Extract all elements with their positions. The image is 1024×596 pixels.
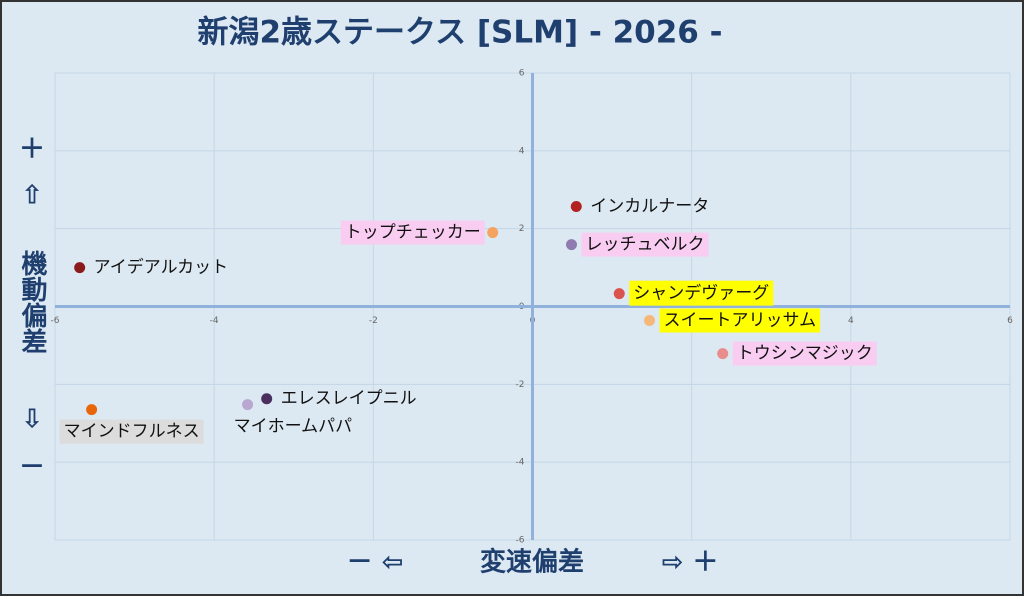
x-axis-label: 変速偏差 <box>480 547 584 578</box>
point <box>242 399 254 411</box>
label-bg <box>581 232 709 257</box>
x-tick-label: 4 <box>848 316 854 326</box>
x-plus: ⇨ ＋ <box>662 548 719 578</box>
x-tick-label: -4 <box>210 316 219 326</box>
y-down: ⇩ <box>21 405 43 435</box>
point-label: インカルナータ <box>590 196 709 216</box>
point-label: エレスレイプニル <box>281 389 417 409</box>
point <box>717 348 729 360</box>
point-label: アイデアルカット <box>94 257 228 278</box>
point <box>565 239 577 251</box>
label-bg <box>732 341 877 366</box>
point <box>643 315 655 327</box>
point <box>74 262 86 274</box>
chart-title: 新潟2歳ステークス [SLM] - 2026 - <box>197 15 722 51</box>
point-label: トップチェッカー <box>345 223 481 243</box>
y-tick-label: 4 <box>519 146 525 156</box>
point <box>570 200 582 212</box>
label-bg <box>629 280 774 306</box>
point <box>613 288 625 300</box>
point-label: シャンデヴァーグ <box>633 283 769 304</box>
y-tick-label: -2 <box>516 380 525 390</box>
point <box>487 227 499 239</box>
point-label: マインドフルネス <box>64 422 200 442</box>
y-minus: － <box>19 453 45 483</box>
y-plus: ＋ <box>19 135 45 165</box>
point-label: レッチュベルク <box>585 235 704 255</box>
label-bg <box>340 220 485 245</box>
y-axis-label: 機動偏差 <box>17 250 47 354</box>
point <box>261 393 273 405</box>
y-up: ⇧ <box>21 181 43 211</box>
point-label: トウシンマジック <box>737 344 873 364</box>
label-bg <box>659 308 821 333</box>
y-tick-label: 2 <box>519 224 525 234</box>
x-tick-label: 6 <box>1007 316 1013 326</box>
point-label: スイートアリッサム <box>663 311 816 331</box>
y-tick-label: -6 <box>516 536 525 546</box>
point-label: マイホームパパ <box>234 417 353 437</box>
x-tick-label: -6 <box>51 316 60 326</box>
x-tick-label: -2 <box>369 316 378 326</box>
point <box>86 404 98 416</box>
y-tick-label: -4 <box>516 458 525 468</box>
label-bg <box>59 419 204 444</box>
x-minus: － ⇦ <box>347 548 404 578</box>
y-tick-label: 6 <box>519 69 525 79</box>
